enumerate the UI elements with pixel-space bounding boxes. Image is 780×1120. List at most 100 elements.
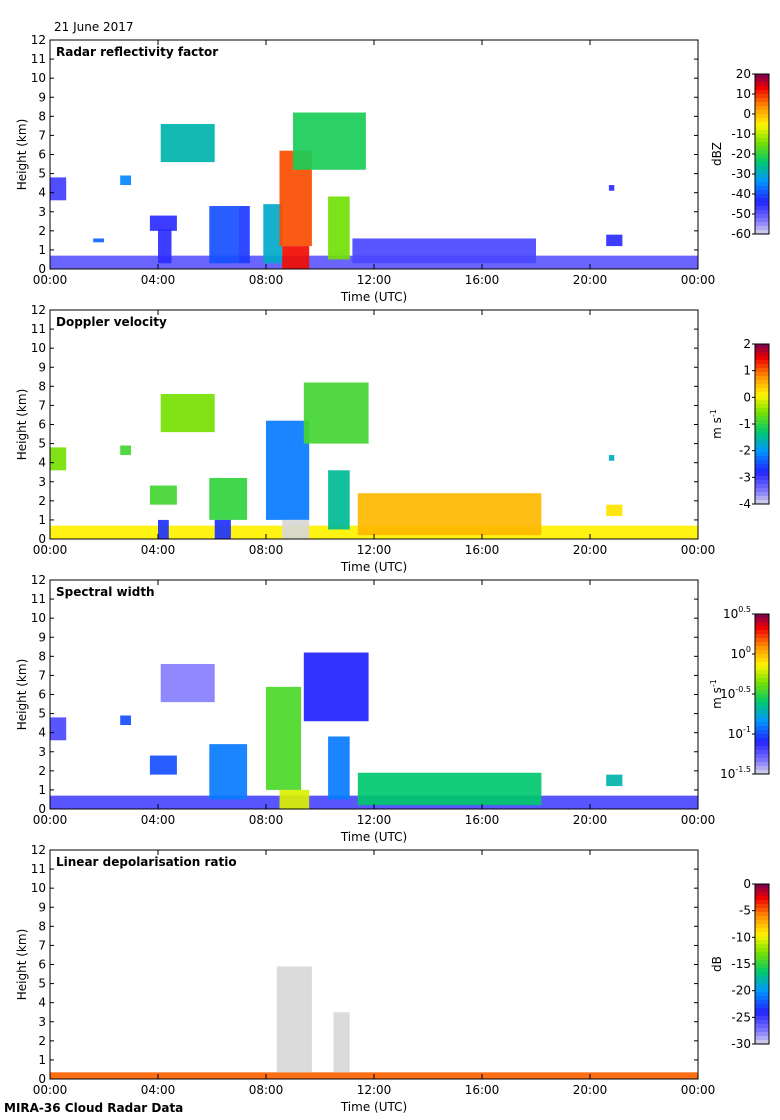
colorbar-segment	[755, 920, 769, 925]
data-region	[328, 736, 350, 800]
colorbar-segment	[755, 380, 769, 385]
colorbar-segment	[755, 726, 769, 731]
colorbar-segment	[755, 480, 769, 485]
colorbar-segment	[755, 956, 769, 961]
y-tick-label: 8	[38, 919, 46, 933]
colorbar-label: m s-1	[709, 679, 724, 709]
colorbar-segment	[755, 448, 769, 453]
colorbar-segment	[755, 722, 769, 727]
y-tick-label: 0	[38, 532, 46, 546]
x-tick-label: 20:00	[573, 543, 608, 557]
colorbar-segment	[755, 714, 769, 719]
colorbar-segment	[755, 940, 769, 945]
y-axis-label: Height (km)	[15, 389, 29, 460]
y-tick-label: 11	[31, 52, 46, 66]
x-tick-label: 00:00	[681, 273, 716, 287]
y-tick-label: 4	[38, 186, 46, 200]
colorbar-segment	[755, 996, 769, 1001]
colorbar-tick-label: -10	[731, 930, 751, 944]
colorbar-segment	[755, 1040, 769, 1045]
colorbar-segment	[755, 436, 769, 441]
colorbar-segment	[755, 1016, 769, 1021]
x-tick-label: 08:00	[249, 1083, 284, 1097]
colorbar-segment	[755, 936, 769, 941]
colorbar-tick-label: -60	[731, 227, 751, 241]
colorbar-tick-label: 100.5	[723, 605, 751, 621]
x-tick-label: 12:00	[357, 813, 392, 827]
colorbar-segment	[755, 670, 769, 675]
data-region	[50, 447, 67, 471]
panel-title: Spectral width	[56, 585, 155, 599]
data-region	[120, 445, 131, 456]
colorbar-segment	[755, 360, 769, 365]
data-region	[608, 455, 615, 461]
x-tick-label: 00:00	[33, 543, 68, 557]
colorbar-segment	[755, 738, 769, 743]
data-region	[160, 393, 215, 433]
colorbar-segment	[755, 222, 769, 227]
y-tick-label: 2	[38, 764, 46, 778]
y-tick-label: 11	[31, 322, 46, 336]
data-region	[263, 204, 283, 264]
colorbar-segment	[755, 468, 769, 473]
colorbar-segment	[755, 686, 769, 691]
colorbar-segment	[755, 174, 769, 179]
x-tick-label: 00:00	[681, 543, 716, 557]
colorbar-segment	[755, 364, 769, 369]
y-tick-label: 9	[38, 360, 46, 374]
y-tick-label: 5	[38, 707, 46, 721]
x-axis-label: Time (UTC)	[340, 290, 407, 304]
colorbar-tick-label: 0	[743, 390, 751, 404]
data-region	[50, 717, 67, 741]
colorbar-segment	[755, 74, 769, 79]
data-region	[50, 177, 67, 201]
colorbar-segment	[755, 126, 769, 131]
colorbar-segment	[755, 82, 769, 87]
x-tick-label: 20:00	[573, 273, 608, 287]
y-tick-label: 3	[38, 745, 46, 759]
data-region	[266, 420, 310, 520]
data-region	[93, 238, 104, 243]
colorbar-segment	[755, 650, 769, 655]
y-tick-label: 12	[31, 33, 46, 47]
data-region	[239, 206, 250, 264]
colorbar-segment	[755, 488, 769, 493]
data-region	[209, 206, 239, 264]
colorbar-segment	[755, 888, 769, 893]
panel-title: Linear depolarisation ratio	[56, 855, 237, 869]
colorbar-segment	[755, 626, 769, 631]
y-tick-label: 12	[31, 303, 46, 317]
colorbar-segment	[755, 1000, 769, 1005]
data-region	[120, 175, 131, 186]
colorbar-tick-label: 100	[731, 645, 751, 661]
y-tick-label: 11	[31, 862, 46, 876]
colorbar-segment	[755, 396, 769, 401]
y-tick-label: 4	[38, 726, 46, 740]
y-tick-label: 9	[38, 630, 46, 644]
colorbar-segment	[755, 134, 769, 139]
x-tick-label: 16:00	[465, 543, 500, 557]
colorbar-segment	[755, 630, 769, 635]
colorbar-segment	[755, 472, 769, 477]
colorbar-segment	[755, 372, 769, 377]
colorbar-segment	[755, 416, 769, 421]
colorbar-segment	[755, 892, 769, 897]
data-region	[293, 112, 366, 170]
y-tick-label: 6	[38, 958, 46, 972]
data-region	[158, 519, 169, 539]
colorbar-segment	[755, 146, 769, 151]
colorbar-segment	[755, 1008, 769, 1013]
y-tick-label: 9	[38, 90, 46, 104]
y-tick-label: 9	[38, 900, 46, 914]
data-region	[279, 789, 310, 809]
colorbar-segment	[755, 690, 769, 695]
colorbar-segment	[755, 1020, 769, 1025]
colorbar-tick-label: -30	[731, 167, 751, 181]
colorbar-segment	[755, 646, 769, 651]
colorbar-segment	[755, 230, 769, 235]
y-tick-label: 2	[38, 224, 46, 238]
colorbar-tick-label: 1	[743, 364, 751, 378]
colorbar-segment	[755, 106, 769, 111]
colorbar-segment	[755, 118, 769, 123]
